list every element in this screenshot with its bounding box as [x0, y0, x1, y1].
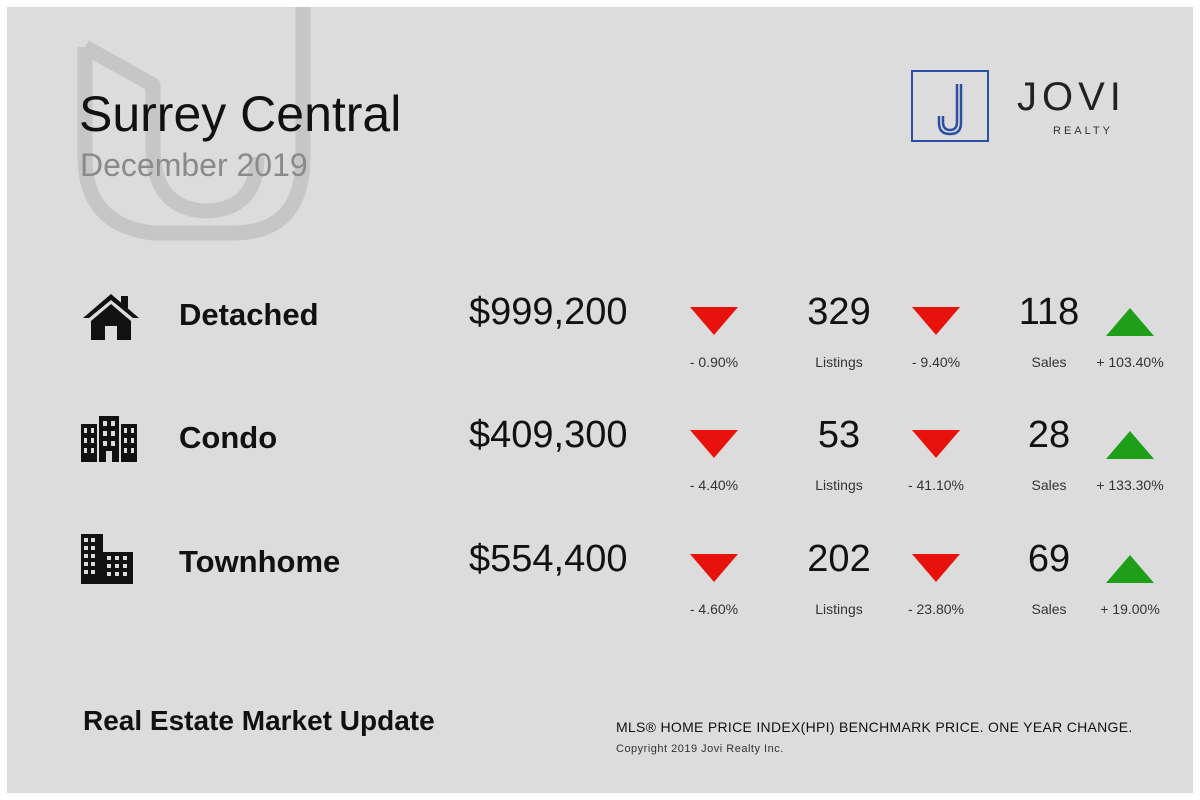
listings-label: Listings: [815, 601, 863, 617]
logo-subtitle: REALTY: [1053, 125, 1113, 137]
logo-name: JOVI: [1017, 75, 1126, 119]
price-change: - 4.40%: [689, 477, 739, 493]
footer-title: Real Estate Market Update: [83, 705, 435, 736]
property-type: Condo: [179, 420, 278, 455]
sales-count: 69: [1027, 538, 1071, 580]
page-title: Surrey Central: [79, 86, 402, 142]
price-change: - 4.60%: [689, 601, 739, 617]
property-row-condo: Condo $409,300 - 4.40% 53 Listings - 41.…: [7, 414, 1193, 520]
townhome-buildings-icon: [81, 534, 133, 584]
house-icon: [83, 294, 139, 340]
listings-change: - 23.80%: [907, 601, 965, 617]
copyright-text: Copyright 2019 Jovi Realty Inc.: [616, 743, 784, 755]
benchmark-price: $554,400: [469, 538, 628, 580]
listings-change: - 41.10%: [907, 477, 965, 493]
sales-up-arrow-icon: [1106, 555, 1154, 583]
listings-label: Listings: [815, 354, 863, 370]
sales-up-arrow-icon: [1106, 431, 1154, 459]
sales-change: + 133.30%: [1096, 477, 1164, 493]
benchmark-price: $999,200: [469, 291, 628, 333]
sales-change: + 19.00%: [1100, 601, 1160, 617]
listings-down-arrow-icon: [912, 430, 960, 458]
listings-label: Listings: [815, 477, 863, 493]
listings-down-arrow-icon: [912, 554, 960, 582]
footer-note: MLS® HOME PRICE INDEX(HPI) BENCHMARK PRI…: [616, 719, 1133, 735]
listings-change: - 9.40%: [911, 354, 961, 370]
price-down-arrow-icon: [690, 307, 738, 335]
listings-count: 202: [807, 538, 871, 580]
property-row-detached: Detached $999,200 - 0.90% 329 Listings -…: [7, 291, 1193, 397]
sales-label: Sales: [1031, 477, 1067, 493]
sales-count: 118: [1018, 291, 1080, 333]
sales-label: Sales: [1031, 601, 1067, 617]
listings-count: 329: [807, 291, 871, 333]
price-down-arrow-icon: [690, 554, 738, 582]
sales-up-arrow-icon: [1106, 308, 1154, 336]
j-monogram-icon: [937, 84, 963, 136]
page-subtitle: December 2019: [80, 147, 308, 183]
price-change: - 0.90%: [689, 354, 739, 370]
jovi-logo-mark: [911, 70, 989, 142]
property-type: Detached: [179, 297, 319, 332]
condo-building-icon: [81, 416, 137, 462]
sales-change: + 103.40%: [1096, 354, 1164, 370]
sales-label: Sales: [1031, 354, 1067, 370]
property-row-townhome: Townhome $554,400 - 4.60% 202 Listings -…: [7, 534, 1193, 644]
price-down-arrow-icon: [690, 430, 738, 458]
market-update-card: Surrey Central December 2019 JOVI REALTY…: [7, 7, 1193, 793]
listings-down-arrow-icon: [912, 307, 960, 335]
benchmark-price: $409,300: [469, 414, 628, 456]
logo-watermark-icon: [77, 7, 311, 241]
listings-count: 53: [817, 414, 861, 456]
sales-count: 28: [1027, 414, 1071, 456]
property-type: Townhome: [179, 544, 341, 579]
